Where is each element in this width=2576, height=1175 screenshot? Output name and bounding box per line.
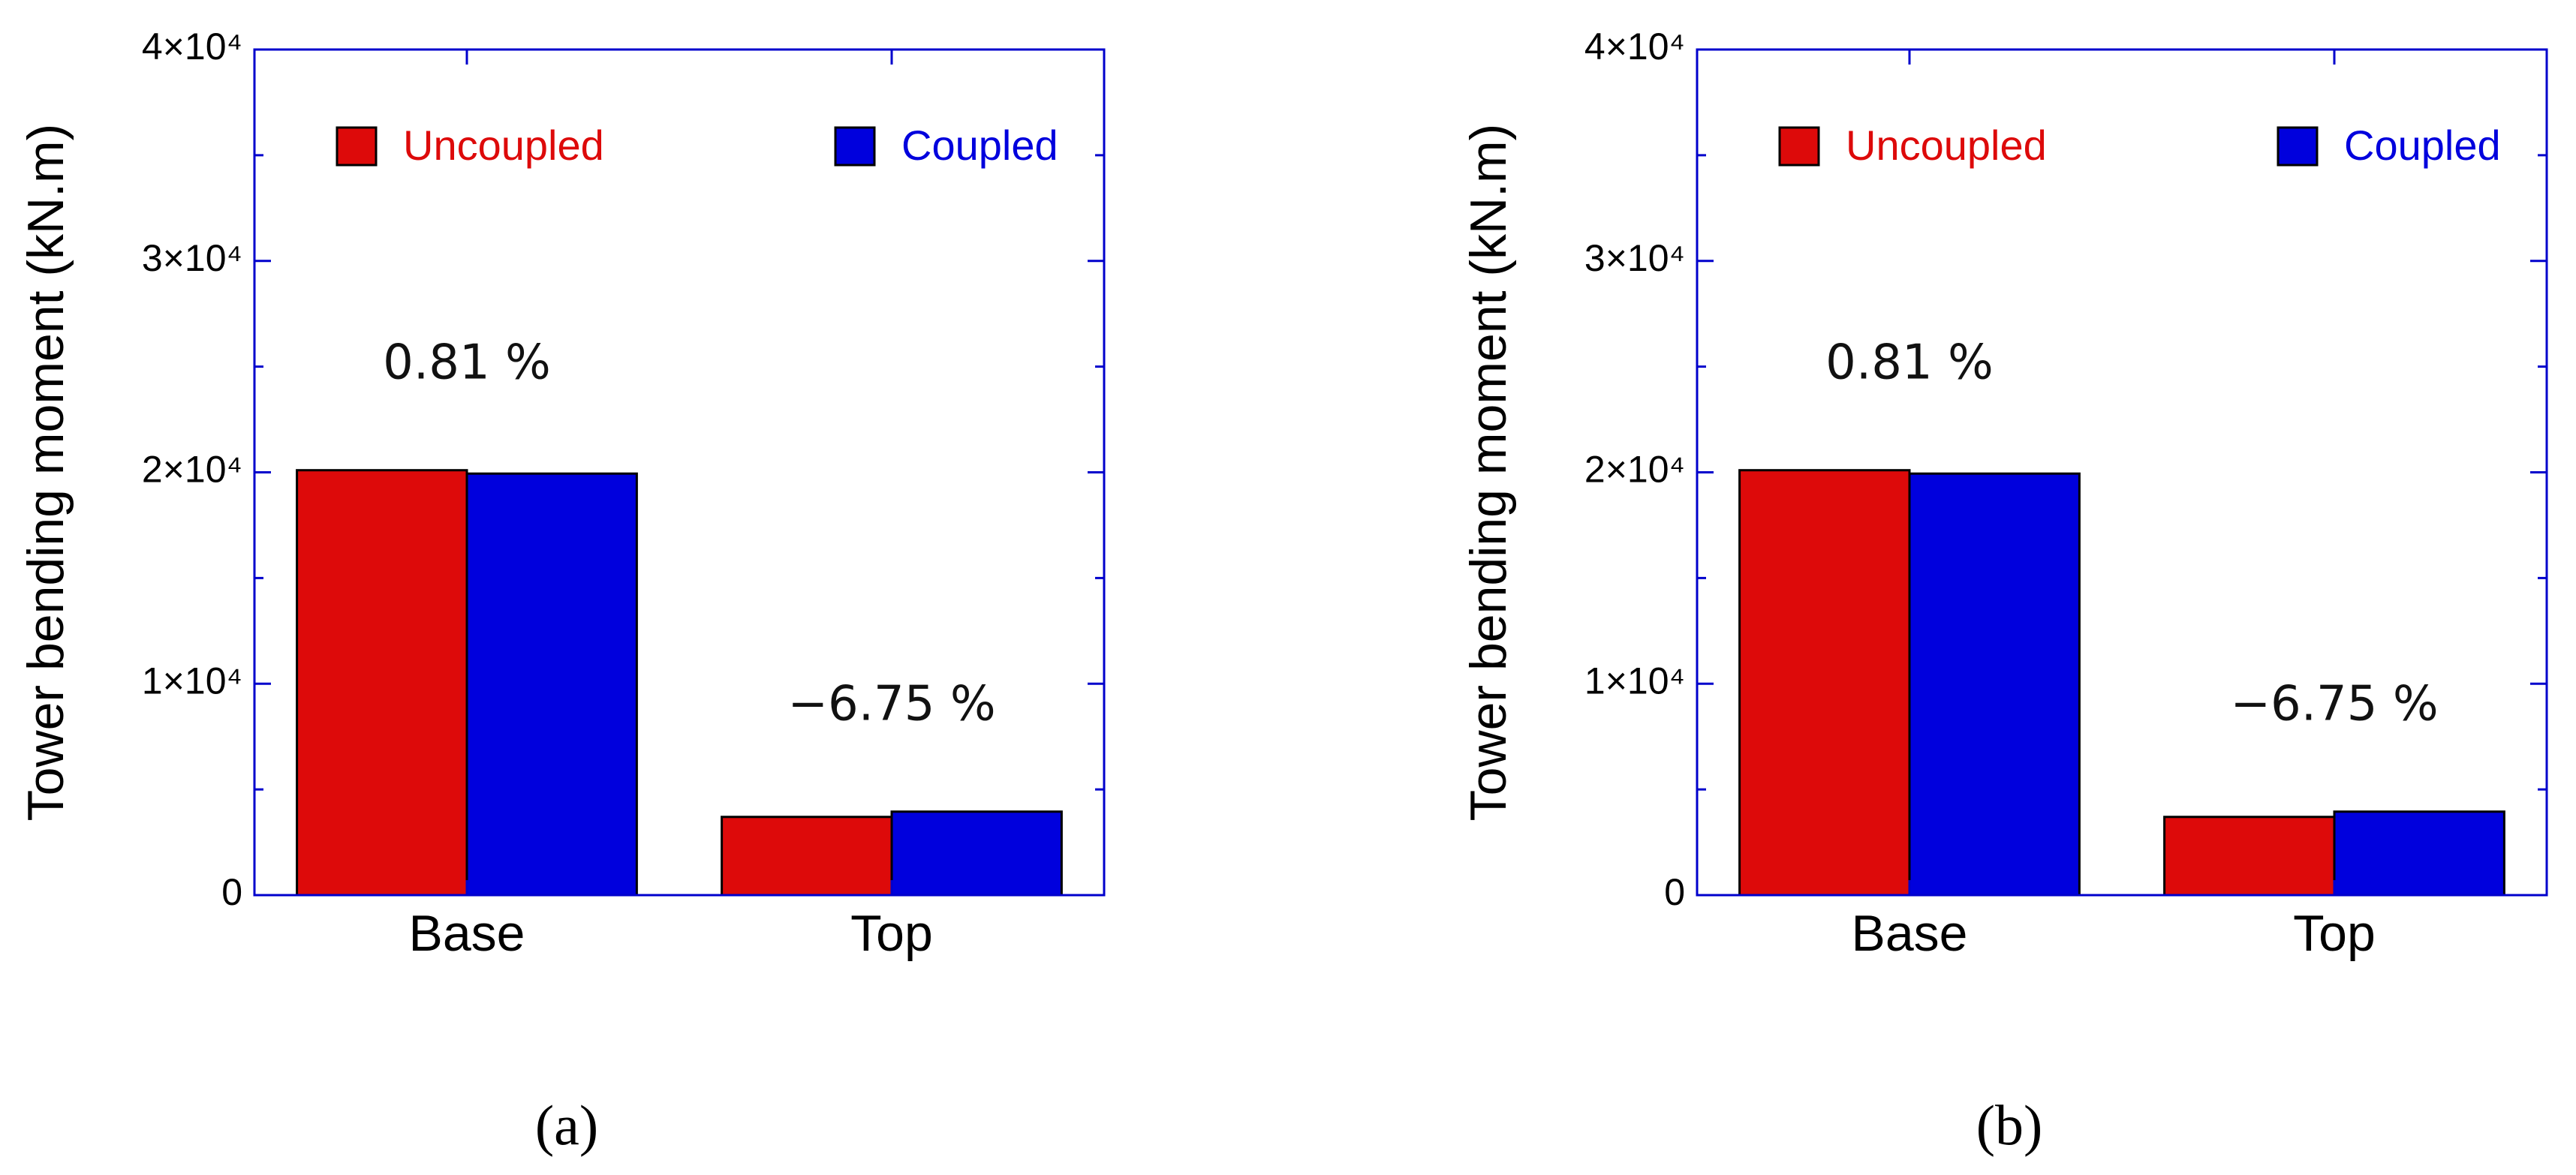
bar xyxy=(2163,816,2336,897)
annotation: 0.81 % xyxy=(1825,335,1994,390)
y-tick-label: 4×10⁴ xyxy=(1584,26,1685,68)
bar xyxy=(2333,810,2505,897)
y-axis-title: Tower bending moment (kN.m) xyxy=(1460,124,1517,822)
annotation: −6.75 % xyxy=(787,676,995,732)
legend-swatch xyxy=(336,126,378,167)
x-tick-label: Base xyxy=(409,905,525,962)
y-tick-label: 3×10⁴ xyxy=(142,237,242,279)
bar xyxy=(1908,472,2081,897)
legend-swatch xyxy=(1778,126,1820,167)
x-tick-label: Base xyxy=(1852,905,1968,962)
y-tick-label: 1×10⁴ xyxy=(1584,660,1685,702)
y-axis-title: Tower bending moment (kN.m) xyxy=(17,124,74,822)
legend-swatch xyxy=(834,126,876,167)
bar xyxy=(721,816,893,897)
bar xyxy=(890,810,1063,897)
y-tick-label: 2×10⁴ xyxy=(1584,449,1685,491)
annotation: −6.75 % xyxy=(2230,676,2438,732)
legend-label: Uncoupled xyxy=(403,122,604,169)
y-tick-label: 0 xyxy=(1664,871,1685,913)
y-tick-label: 2×10⁴ xyxy=(142,449,242,491)
bar xyxy=(296,469,468,897)
y-tick-label: 0 xyxy=(221,871,242,913)
legend-label: Coupled xyxy=(901,122,1058,169)
subfigure-label: (a) xyxy=(535,1094,598,1157)
chart-panel: Base 0.81 % Top −6.75 % 0 1×10⁴ 2×10⁴ 3×10⁴ 4×10… xyxy=(1460,26,2548,1157)
annotation: 0.81 % xyxy=(383,335,551,390)
legend-swatch xyxy=(2277,126,2319,167)
y-tick-label: 3×10⁴ xyxy=(1584,237,1685,279)
chart-panel: Base 0.81 % Top −6.75 % 0 1×10⁴ 2×10⁴ 3×10⁴ 4×10… xyxy=(17,26,1106,1157)
legend-label: Uncoupled xyxy=(1846,122,2047,169)
x-tick-label: Top xyxy=(850,905,933,962)
legend-label: Coupled xyxy=(2344,122,2501,169)
y-tick-label: 4×10⁴ xyxy=(142,26,242,68)
y-tick-label: 1×10⁴ xyxy=(142,660,242,702)
bar xyxy=(1738,469,1911,897)
bar xyxy=(465,472,638,897)
subfigure-label: (b) xyxy=(1976,1094,2043,1157)
x-tick-label: Top xyxy=(2293,905,2376,962)
